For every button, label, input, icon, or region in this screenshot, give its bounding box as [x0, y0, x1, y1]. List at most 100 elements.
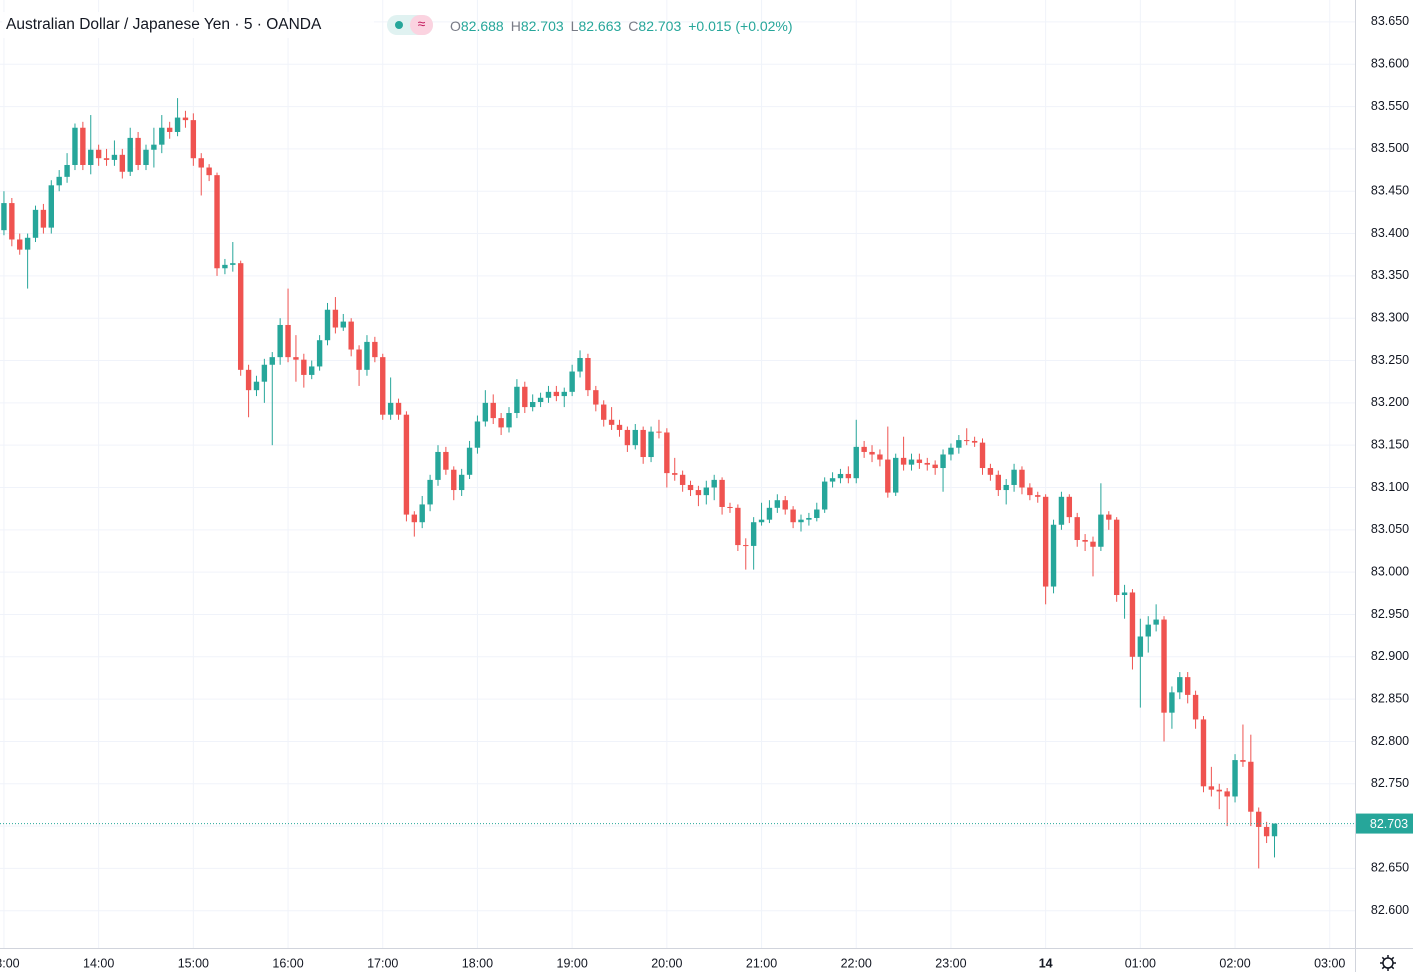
candle-body: [72, 127, 78, 165]
candle-body: [387, 402, 394, 415]
candle-body: [40, 209, 47, 228]
candle-body: [893, 457, 899, 493]
candle-body: [529, 402, 536, 408]
candle-body: [727, 506, 733, 508]
candle-body: [466, 447, 473, 475]
ohlc-values: O82.688 H82.703 L82.663 C82.703 +0.015 (+0.0…: [450, 18, 793, 34]
candle-body: [774, 500, 781, 508]
candle-body: [1271, 823, 1278, 837]
candle-body: [782, 500, 788, 510]
candle-body: [182, 117, 189, 121]
candle-body: [95, 149, 102, 159]
y-tick-label: 83.150: [1371, 437, 1409, 451]
candle-body: [814, 509, 820, 518]
candle-body: [1208, 786, 1215, 790]
x-tick-label: 17:00: [367, 956, 398, 970]
candle-body: [340, 321, 346, 328]
x-tick-label: 18:00: [462, 956, 493, 970]
candle-body: [190, 120, 197, 159]
x-tick-label: 22:00: [841, 956, 872, 970]
candle-body: [1027, 487, 1033, 496]
candle-body: [332, 309, 339, 328]
candle-body: [1240, 760, 1246, 762]
candle-body: [1035, 495, 1041, 497]
candle-body: [301, 359, 307, 375]
candle-body: [537, 397, 544, 403]
candle-body: [522, 386, 528, 408]
candle-body: [427, 479, 433, 505]
candle-body: [853, 446, 859, 479]
ohlc-letter: O: [450, 18, 461, 34]
x-tick-label: 21:00: [746, 956, 777, 970]
candle-body: [103, 158, 110, 160]
settings-icon[interactable]: [1380, 955, 1396, 971]
candle-body: [458, 474, 465, 491]
candle-body: [1145, 624, 1151, 637]
candle-body: [719, 479, 725, 507]
y-tick-label: 82.950: [1371, 607, 1409, 621]
y-tick-label: 83.050: [1371, 522, 1409, 536]
candle-body: [1082, 539, 1088, 542]
candle-body: [372, 341, 378, 358]
candle-body: [1066, 496, 1073, 518]
candle-body: [956, 440, 962, 448]
candle-body: [474, 421, 481, 448]
candle-body: [656, 431, 662, 433]
delay-pill: [410, 15, 433, 35]
candle-body: [672, 473, 678, 475]
candle-body: [561, 391, 567, 397]
candle-body: [964, 440, 970, 442]
candle-body: [64, 164, 70, 177]
ohlc-value: 82.688: [461, 18, 504, 34]
legend-bg: [2, 12, 374, 38]
candle-body: [624, 429, 631, 446]
x-tick-label: 15:00: [178, 956, 209, 970]
candle-body: [577, 357, 583, 372]
y-tick-label: 83.450: [1371, 184, 1409, 198]
y-tick-label: 83.100: [1371, 480, 1409, 494]
candle-body: [411, 514, 418, 523]
last-price-box: [1356, 813, 1413, 834]
candle-body: [1161, 619, 1167, 713]
x-tick-label: 14:00: [83, 956, 114, 970]
candle-body: [1169, 692, 1175, 713]
candle-body: [316, 340, 323, 367]
candle-body: [837, 473, 844, 479]
candle-body: [1098, 514, 1104, 547]
candle-body: [806, 517, 812, 520]
candle-body: [174, 117, 181, 132]
y-tick-label: 82.600: [1371, 903, 1409, 917]
y-tick-label: 83.650: [1371, 14, 1409, 28]
candle-body: [269, 357, 275, 365]
candle-body: [166, 127, 173, 132]
candle-body: [766, 507, 773, 520]
candle-body: [1121, 592, 1128, 596]
x-tick-label: 23:00: [935, 956, 966, 970]
ohlc-value: 82.663: [578, 18, 621, 34]
candle-body: [790, 509, 796, 523]
x-tick-label: 02:00: [1219, 956, 1250, 970]
candle-body: [679, 474, 686, 485]
candle-body: [979, 442, 986, 469]
candle-body: [24, 237, 31, 250]
candle-body: [608, 419, 615, 425]
ohlc-letter: L: [571, 18, 579, 34]
candle-body: [616, 424, 623, 430]
candle-body: [1263, 826, 1270, 837]
x-tick-label: 13:00: [0, 956, 20, 970]
candle-body: [711, 479, 717, 488]
candle-body: [924, 462, 930, 465]
candle-body: [119, 154, 126, 172]
x-tick-label: 14: [1039, 956, 1053, 970]
candle-body: [127, 137, 133, 172]
y-tick-label: 83.400: [1371, 226, 1409, 240]
candle-body: [1074, 517, 1080, 540]
candle-body: [687, 484, 694, 491]
candle-body: [380, 357, 386, 415]
candle-body: [17, 239, 23, 250]
candle-body: [1177, 677, 1183, 693]
y-tick-label: 83.500: [1371, 141, 1409, 155]
y-tick-label: 82.850: [1371, 691, 1409, 705]
candle-body: [798, 519, 804, 523]
